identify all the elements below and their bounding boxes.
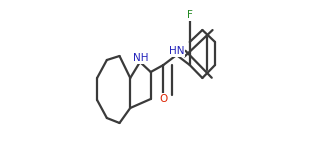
Text: O: O bbox=[159, 94, 168, 104]
Text: HN: HN bbox=[169, 46, 184, 56]
Text: NH: NH bbox=[133, 53, 149, 63]
Text: F: F bbox=[187, 10, 193, 20]
